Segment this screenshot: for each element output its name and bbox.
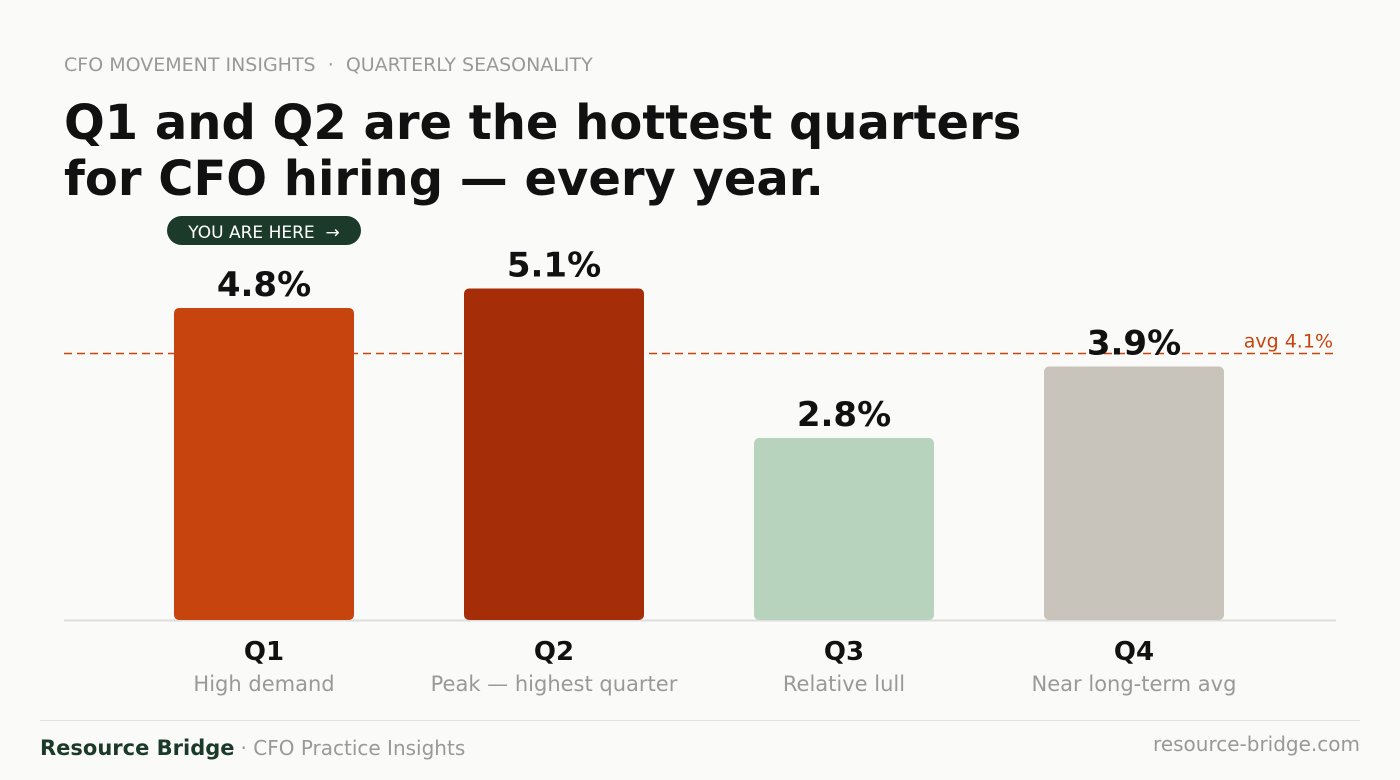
- title-line: for CFO hiring — every year.: [64, 151, 824, 207]
- category-note: Near long-term avg: [1032, 672, 1237, 696]
- value-label: 4.8%: [217, 265, 311, 305]
- average-label: avg 4.1%: [1244, 331, 1333, 353]
- x-tick-label: Q3: [824, 637, 864, 667]
- bar: [174, 308, 354, 620]
- value-label: 5.1%: [507, 246, 601, 286]
- bar: [754, 438, 934, 620]
- title-line: Q1 and Q2 are the hottest quarters: [64, 95, 1021, 151]
- x-tick-label: Q4: [1114, 637, 1154, 667]
- category-note: High demand: [193, 672, 334, 696]
- bar: [464, 288, 644, 620]
- value-label: 3.9%: [1087, 324, 1181, 364]
- x-tick-label: Q2: [534, 637, 574, 667]
- category-note: Relative lull: [783, 672, 905, 696]
- badge-bg: [167, 216, 361, 245]
- footer-brand: Resource Bridge: [40, 736, 235, 760]
- footer-url: resource-bridge.com: [1153, 732, 1360, 756]
- footer-tagline: · CFO Practice Insights: [241, 736, 466, 760]
- eyebrow: CFO MOVEMENT INSIGHTS · QUARTERLY SEASON…: [64, 54, 593, 76]
- value-label: 2.8%: [797, 395, 891, 435]
- badge: YOU ARE HERE →: [187, 223, 339, 243]
- bar: [1044, 366, 1224, 620]
- x-tick-label: Q1: [244, 637, 284, 667]
- category-note: Peak — highest quarter: [431, 672, 678, 696]
